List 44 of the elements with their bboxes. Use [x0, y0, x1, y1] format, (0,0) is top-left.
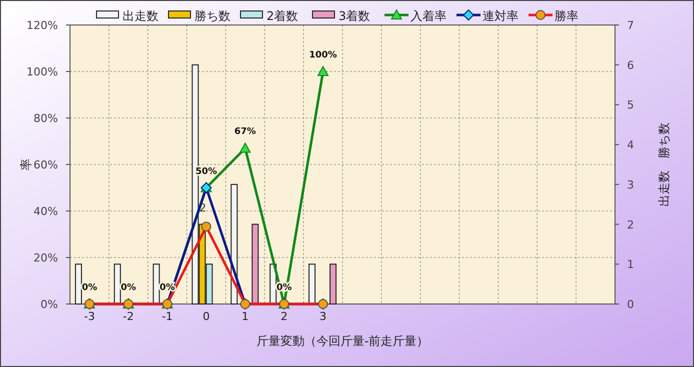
- x-tick-label: 0: [202, 310, 210, 323]
- y2-axis-title: 出走数 勝ち数: [657, 122, 671, 206]
- data-label: 100%: [309, 50, 337, 60]
- bar: [74, 264, 82, 304]
- y-axis-title: 率: [19, 158, 33, 170]
- legend-label: 勝ち数: [194, 9, 230, 23]
- bar: [330, 264, 337, 304]
- y2-tick-label: 2: [627, 218, 634, 232]
- x-tick-label: 2: [280, 310, 288, 323]
- y2-tick-label: 6: [627, 58, 634, 72]
- y-tick-label: 60%: [34, 158, 58, 172]
- point: [318, 66, 329, 76]
- y-tick-label: 40%: [34, 205, 58, 218]
- legend-label: 出走数: [122, 9, 158, 23]
- bar: [252, 224, 259, 304]
- bar: [308, 264, 316, 304]
- y2-tick-label: 0: [627, 298, 634, 311]
- x-tick-label: 1: [242, 310, 249, 323]
- y-tick-label: 120%: [26, 19, 58, 32]
- data-label: 67%: [234, 127, 256, 138]
- legend-label: 3着数: [338, 9, 370, 23]
- y-tick-label: 20%: [34, 252, 58, 264]
- legend-label: 2着数: [266, 9, 298, 23]
- bar: [114, 264, 121, 304]
- legend-label: 連対率: [482, 9, 518, 23]
- legend-label: 入着率: [410, 9, 446, 23]
- y2-tick-label: 5: [627, 98, 634, 112]
- x-tick-label: -3: [84, 310, 95, 323]
- x-tick-label: -2: [122, 310, 134, 323]
- data-label: 0%: [82, 283, 98, 293]
- x-axis-title: 斤量変動（今回斤量-前走斤量）: [256, 334, 429, 348]
- y-tick-label: 100%: [26, 66, 58, 78]
- y-tick-label: 0%: [40, 298, 58, 311]
- legend-label: 勝率: [554, 9, 578, 23]
- point: [240, 142, 251, 153]
- y2-tick-label: 4: [627, 138, 634, 152]
- x-tick-label: -1: [162, 310, 173, 323]
- y2-tick-label: 1: [627, 258, 634, 272]
- data-label: 0%: [120, 283, 136, 293]
- y2-tick-label: 7: [627, 19, 634, 32]
- y-tick-label: 80%: [34, 112, 58, 125]
- bar: [152, 264, 160, 304]
- x-tick-label: 3: [320, 310, 327, 323]
- y2-tick-label: 3: [627, 178, 634, 192]
